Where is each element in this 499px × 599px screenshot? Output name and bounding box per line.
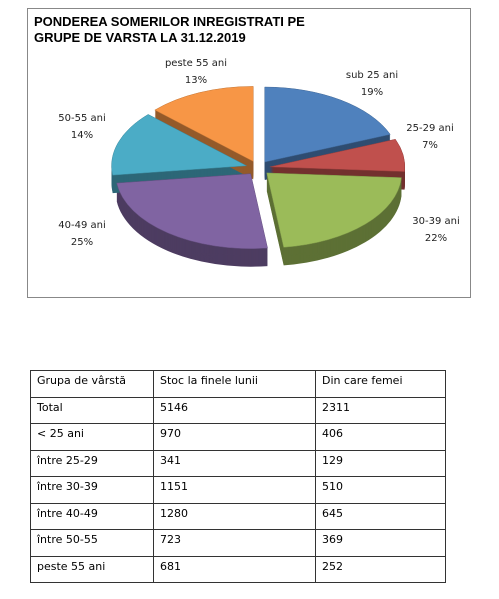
table-cell: 645 bbox=[315, 502, 446, 530]
table-cell: între 50-55 bbox=[30, 529, 154, 557]
table-cell: 2311 bbox=[315, 396, 446, 424]
table-cell: < 25 ani bbox=[30, 423, 154, 451]
pie-chart: sub 25 ani 19% 25-29 ani 7% 30-39 ani 22% 40-4… bbox=[58, 58, 460, 267]
table-row: peste 55 ani 681 252 bbox=[30, 555, 446, 583]
table-cell: 510 bbox=[315, 476, 446, 504]
slice-label: 40-49 ani bbox=[58, 220, 105, 231]
chart-title: PONDEREA SOMERILOR INREGISTRATI PE GRUPE… bbox=[34, 14, 305, 45]
data-table: Grupa de vârstă Stoc la finele lunii Din c… bbox=[30, 370, 446, 583]
table-cell: 723 bbox=[153, 529, 316, 557]
table-cell: între 40-49 bbox=[30, 502, 154, 530]
value-label: 19% bbox=[361, 87, 383, 98]
slice-label: peste 55 ani bbox=[165, 58, 227, 69]
slice bbox=[116, 173, 268, 249]
table-cell: Total bbox=[30, 396, 154, 424]
table-row: între 30-39 1151 510 bbox=[30, 476, 446, 504]
table-row: Total 5146 2311 bbox=[30, 396, 446, 424]
slice bbox=[269, 138, 406, 172]
table-row: între 40-49 1280 645 bbox=[30, 502, 446, 530]
slice bbox=[111, 114, 248, 176]
table-cell: 406 bbox=[315, 423, 446, 451]
table-cell: 5146 bbox=[153, 396, 316, 424]
slice bbox=[264, 86, 391, 163]
table-cell: 681 bbox=[153, 555, 316, 583]
table-cell: 341 bbox=[153, 449, 316, 477]
slice-label: 30-39 ani bbox=[412, 216, 459, 227]
table-cell: între 25-29 bbox=[30, 449, 154, 477]
table-cell: 1280 bbox=[153, 502, 316, 530]
value-label: 22% bbox=[425, 233, 447, 244]
value-label: 14% bbox=[71, 130, 93, 141]
slice-label: 50-55 ani bbox=[58, 113, 105, 124]
value-label: 25% bbox=[71, 237, 93, 248]
table-row: între 25-29 341 129 bbox=[30, 449, 446, 477]
slice-label: 25-29 ani bbox=[406, 123, 453, 134]
table-cell: Stoc la finele lunii bbox=[153, 370, 316, 398]
slice bbox=[266, 172, 402, 248]
slice-label: sub 25 ani bbox=[346, 70, 398, 81]
table-cell: 129 bbox=[315, 449, 446, 477]
chart-frame bbox=[27, 8, 471, 298]
value-label: 13% bbox=[185, 75, 207, 86]
table-cell: între 30-39 bbox=[30, 476, 154, 504]
table-cell: Din care femei bbox=[315, 370, 446, 398]
table-row: între 50-55 723 369 bbox=[30, 529, 446, 557]
table-cell: peste 55 ani bbox=[30, 555, 154, 583]
table-row: < 25 ani 970 406 bbox=[30, 423, 446, 451]
slice bbox=[154, 86, 254, 162]
table-cell: 970 bbox=[153, 423, 316, 451]
table-cell: Grupa de vârstă bbox=[30, 370, 154, 398]
table-cell: 1151 bbox=[153, 476, 316, 504]
value-label: 7% bbox=[422, 140, 438, 151]
table-cell: 252 bbox=[315, 555, 446, 583]
table-header: Grupa de vârstă Stoc la finele lunii Din c… bbox=[30, 370, 446, 398]
table-cell: 369 bbox=[315, 529, 446, 557]
